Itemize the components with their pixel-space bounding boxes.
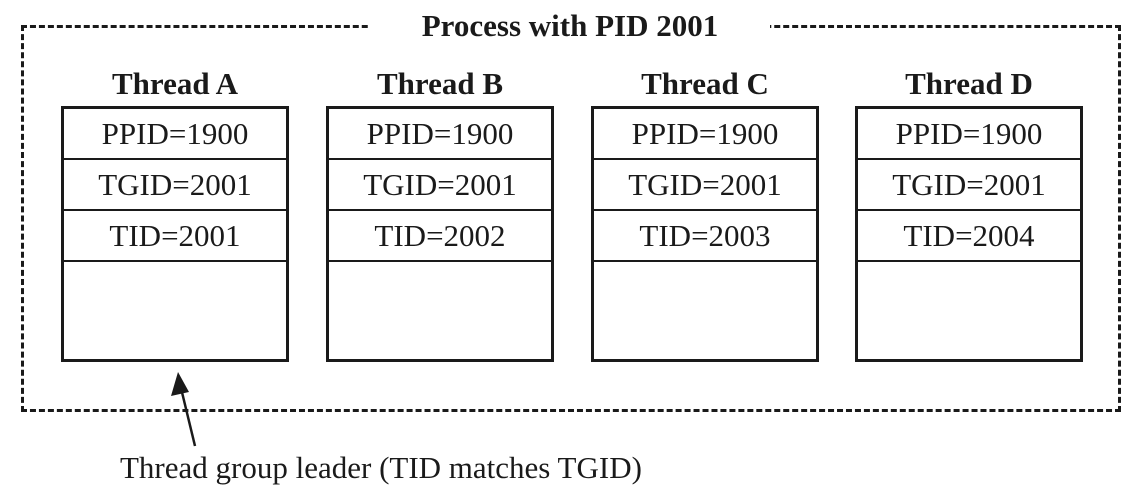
empty-field xyxy=(594,262,816,359)
tgid-field: TGID=2001 xyxy=(64,160,286,211)
thread-box: PPID=1900 TGID=2001 TID=2002 xyxy=(326,106,554,362)
tid-field: TID=2001 xyxy=(64,211,286,262)
process-title: Process with PID 2001 xyxy=(370,6,770,46)
empty-field xyxy=(858,262,1080,359)
thread-b: Thread B PPID=1900 TGID=2001 TID=2002 xyxy=(326,62,554,362)
thread-box: PPID=1900 TGID=2001 TID=2001 xyxy=(61,106,289,362)
ppid-field: PPID=1900 xyxy=(858,109,1080,160)
thread-title: Thread B xyxy=(376,66,504,101)
thread-title: Thread A xyxy=(111,66,239,101)
tgid-field: TGID=2001 xyxy=(329,160,551,211)
thread-a: Thread A PPID=1900 TGID=2001 TID=2001 xyxy=(61,62,289,362)
thread-title: Thread C xyxy=(641,66,769,101)
ppid-field: PPID=1900 xyxy=(329,109,551,160)
thread-box: PPID=1900 TGID=2001 TID=2003 xyxy=(591,106,819,362)
thread-d: Thread D PPID=1900 TGID=2001 TID=2004 xyxy=(855,62,1083,362)
leader-arrow-icon xyxy=(171,372,197,447)
thread-title: Thread D xyxy=(905,66,1033,101)
thread-c: Thread C PPID=1900 TGID=2001 TID=2003 xyxy=(591,62,819,362)
tid-field: TID=2002 xyxy=(329,211,551,262)
tgid-field: TGID=2001 xyxy=(858,160,1080,211)
tgid-field: TGID=2001 xyxy=(594,160,816,211)
thread-box: PPID=1900 TGID=2001 TID=2004 xyxy=(855,106,1083,362)
leader-caption: Thread group leader (TID matches TGID) xyxy=(120,450,642,485)
ppid-field: PPID=1900 xyxy=(594,109,816,160)
empty-field xyxy=(329,262,551,359)
ppid-field: PPID=1900 xyxy=(64,109,286,160)
tid-field: TID=2004 xyxy=(858,211,1080,262)
empty-field xyxy=(64,262,286,359)
tid-field: TID=2003 xyxy=(594,211,816,262)
